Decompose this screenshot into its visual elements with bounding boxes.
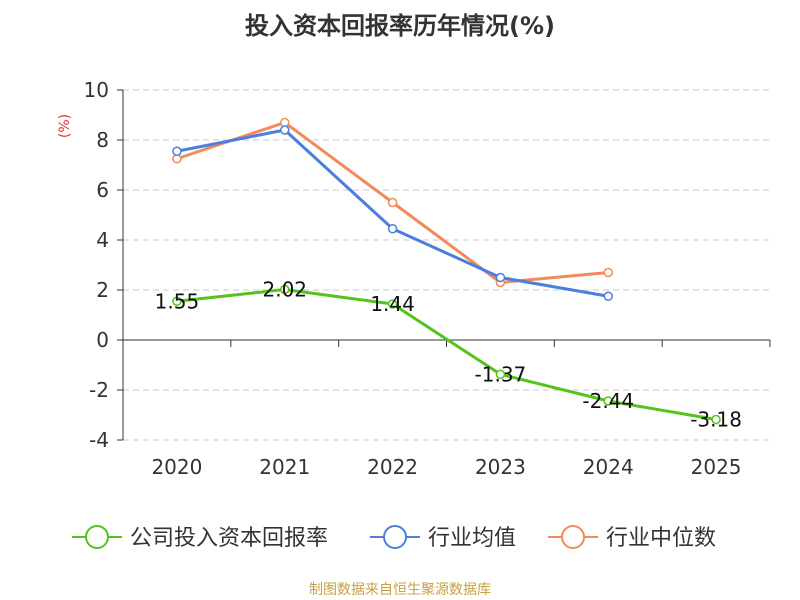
data-point — [495, 369, 506, 379]
y-tick-label: 0 — [96, 328, 109, 352]
series — [172, 117, 721, 425]
data-point — [711, 414, 721, 425]
data-point — [603, 396, 613, 406]
legend-swatch-marker — [85, 525, 109, 549]
legend-label: 行业中位数 — [606, 526, 716, 551]
x-tick-label: 2021 — [259, 455, 310, 479]
y-tick-label: 2 — [96, 278, 109, 302]
legend-swatch-marker — [561, 525, 585, 549]
data-point — [280, 125, 290, 135]
axes: -4 -2 0 2 4 6 8 10 2020 2021 2022 2023 2024 2025 — [84, 78, 771, 479]
legend: 公司投入资本回报率 行业均值 行业中位数 — [72, 525, 716, 551]
legend-label: 公司投入资本回报率 — [130, 526, 328, 551]
x-tick-label: 2020 — [151, 455, 202, 479]
grid — [123, 89, 770, 441]
data-point — [172, 146, 182, 156]
data-label: 2.02 — [262, 278, 307, 302]
y-axis-unit-label: (%) — [57, 114, 73, 138]
data-label: 1.55 — [155, 289, 200, 313]
y-tick-label: 10 — [84, 78, 109, 102]
x-tick-label: 2024 — [583, 455, 634, 479]
data-label: -1.37 — [475, 362, 527, 386]
x-tick-label: 2022 — [367, 455, 418, 479]
data-point — [603, 267, 613, 278]
data-point — [387, 197, 398, 208]
data-point — [172, 296, 182, 306]
series-line — [176, 128, 609, 298]
series-line — [176, 288, 717, 421]
data-point — [603, 291, 613, 301]
data-point — [280, 284, 290, 295]
data-labels: 1.55 2.02 1.44 -1.37 -2.44 -3.18 — [155, 278, 742, 432]
y-tick-label: -4 — [89, 428, 109, 452]
data-label: -3.18 — [690, 408, 742, 432]
y-tick-label: 8 — [96, 128, 109, 152]
y-tick-label: 4 — [96, 228, 109, 252]
chart-title: 投入资本回报率历年情况(%) — [245, 12, 555, 40]
y-tick-label: -2 — [89, 378, 109, 402]
legend-swatch-marker — [383, 525, 407, 549]
data-point — [387, 299, 398, 309]
data-point — [387, 224, 398, 234]
legend-label: 行业均值 — [428, 526, 516, 551]
x-tick-label: 2025 — [691, 455, 742, 479]
data-label: 1.44 — [370, 292, 415, 316]
x-tick-label: 2023 — [475, 455, 526, 479]
y-tick-label: 6 — [96, 178, 109, 202]
data-label: -2.44 — [582, 389, 634, 413]
source-note: 制图数据来自恒生聚源数据库 — [309, 582, 491, 598]
data-point — [495, 272, 506, 283]
